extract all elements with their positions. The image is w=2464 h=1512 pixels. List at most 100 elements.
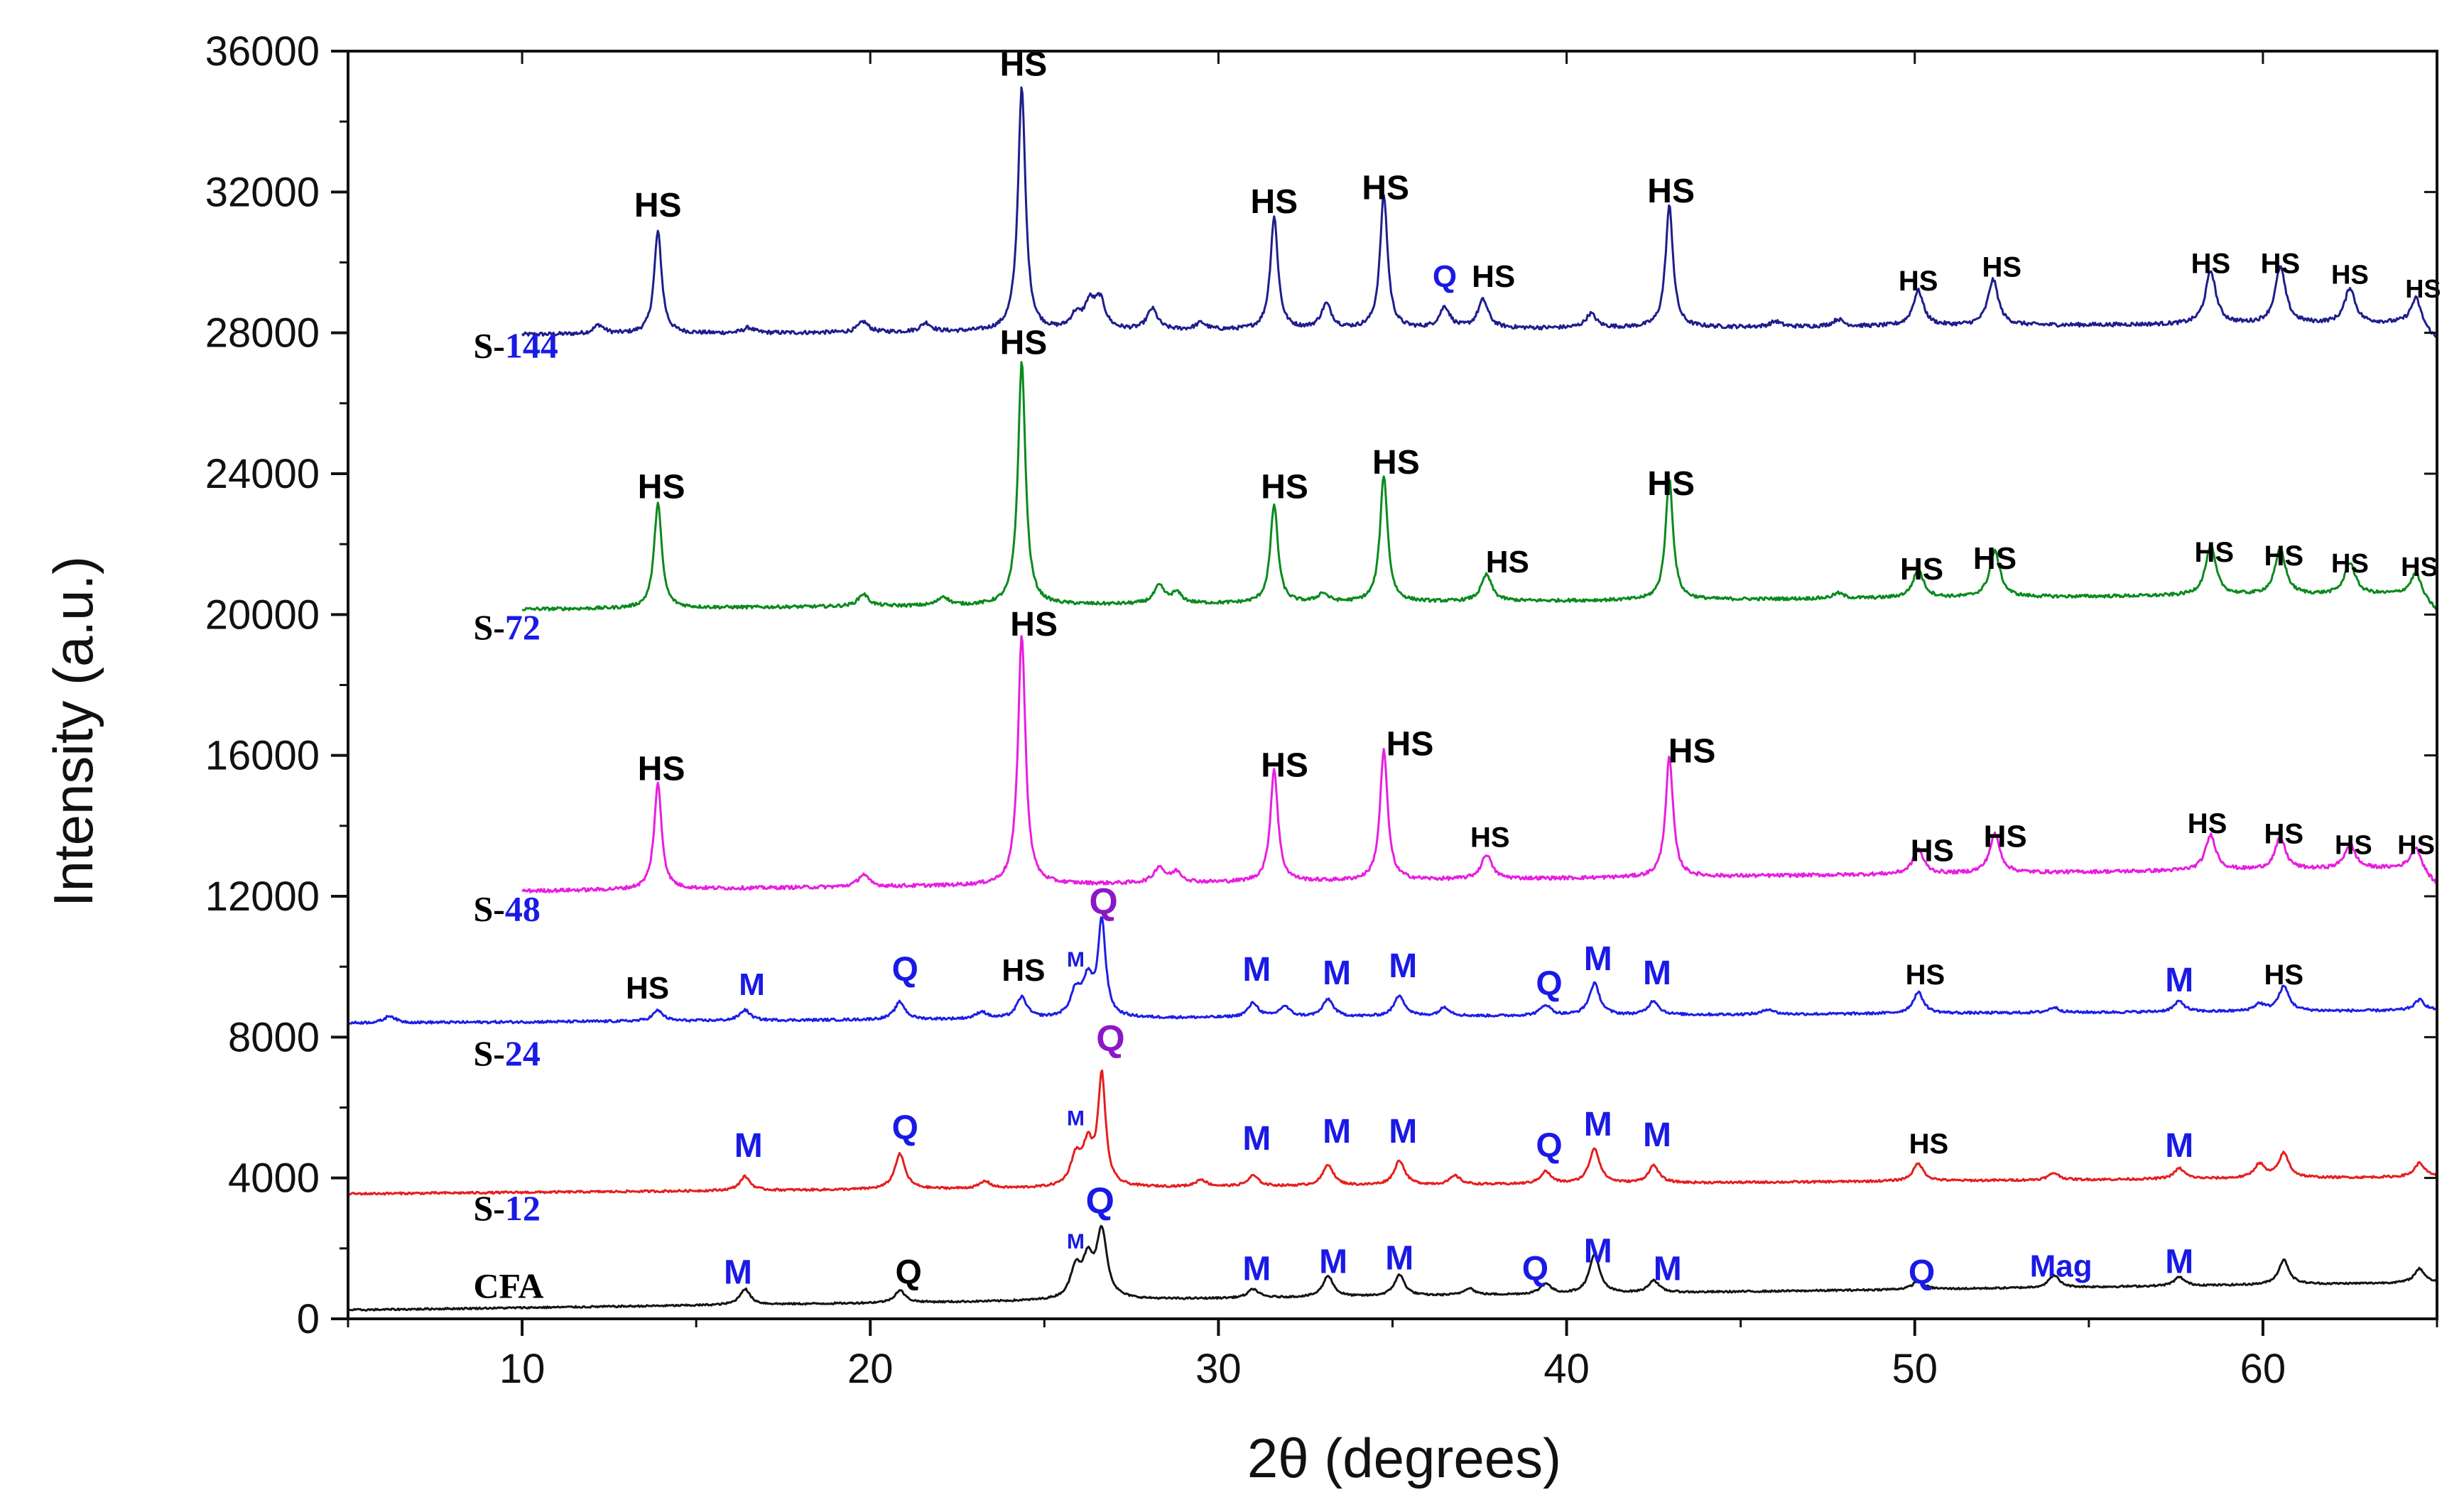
peak-label-s-144-hs: HS: [2405, 274, 2441, 303]
peak-label-s-144-hs: HS: [2331, 260, 2369, 290]
peak-label-s-48-hs: HS: [1010, 606, 1058, 643]
peak-label-cfa-m: M: [1584, 1233, 1612, 1271]
series-label-s-72: S-72: [473, 607, 540, 647]
series-line-cfa: [347, 1224, 2437, 1312]
series-label-s-24: S-24: [473, 1033, 540, 1073]
peak-label-s-12-q: Q: [892, 1109, 918, 1147]
peak-label-s-144-q: Q: [1433, 259, 1457, 294]
peak-label-cfa-m: M: [724, 1253, 752, 1291]
peak-label-s-24-q: Q: [1536, 965, 1562, 1003]
peak-label-s-72-hs: HS: [2401, 553, 2438, 582]
peak-label-s-48-hs: HS: [1984, 820, 2027, 854]
peak-label-s-48-hs: HS: [638, 750, 685, 788]
axes-layer: 0 4000 8000 12000 16000 20000 24000 28000 32000 3…: [205, 28, 2438, 1392]
peak-label-s-144-hs: HS: [634, 187, 682, 224]
peak-label-cfa-q: Q: [1909, 1253, 1935, 1291]
peak-annotations-layer: HS HS HS HS Q HS HS HS HS HS HS HS HS HS HS HS HS HS HS HS H…: [626, 46, 2441, 1292]
peak-label-s-144-hs: HS: [1647, 173, 1695, 210]
peak-label-s-72-hs: HS: [2264, 540, 2304, 572]
peak-label-s-72-hs: HS: [1486, 545, 1529, 580]
peak-label-s-48-hs: HS: [1470, 822, 1510, 854]
y-tick-label: 28000: [205, 310, 320, 357]
peak-label-s-24-hs: HS: [1002, 953, 1045, 988]
peak-label-s-144-hs: HS: [1982, 251, 2022, 283]
series-labels-layer: S-144 S-72 S-48 S-24 S-12 CFA: [473, 325, 558, 1305]
y-tick-label: 36000: [205, 28, 320, 75]
peak-label-s-48-hs: HS: [2188, 808, 2227, 839]
peak-label-cfa-m: M: [2165, 1244, 2193, 1281]
peak-label-cfa-m: M: [1242, 1250, 1271, 1288]
peak-label-s-48-hs: HS: [1668, 733, 1716, 771]
peak-label-s-12-m: M: [1067, 1106, 1085, 1130]
peak-label-s-12-m: M: [2165, 1127, 2193, 1165]
peak-label-s-24-m: M: [1242, 951, 1271, 989]
peak-label-s-24-hs: HS: [626, 971, 669, 1006]
peak-label-s-24-m: M: [739, 967, 765, 1002]
peak-label-s-24-m: M: [1389, 947, 1417, 985]
x-axis-title: 2θ (degrees): [1247, 1427, 1561, 1489]
peak-label-s-144-hs: HS: [1362, 169, 1409, 207]
series-line-s-72: [521, 361, 2437, 611]
series-label-s-48: S-48: [473, 889, 540, 929]
y-tick-label: 8000: [228, 1014, 320, 1060]
series-label-s-144: S-144: [473, 325, 558, 365]
peak-label-s-144-hs: HS: [2261, 248, 2301, 279]
peak-label-s-144-hs: HS: [2191, 248, 2231, 279]
peak-label-s-12-hs: HS: [1909, 1128, 1949, 1160]
peak-label-s-72-hs: HS: [1261, 469, 1308, 506]
peak-label-s-144-hs: HS: [1899, 266, 1938, 297]
peak-label-s-48-hs: HS: [1261, 746, 1308, 784]
peak-label-s-24-hs: HS: [2264, 959, 2304, 991]
x-tick-label: 40: [1543, 1346, 1590, 1392]
peak-label-s-72-hs: HS: [1000, 324, 1048, 361]
y-tick-label: 20000: [205, 592, 320, 638]
peak-label-cfa-mag: Mag: [2030, 1249, 2093, 1284]
peak-label-s-24-m: M: [2165, 962, 2193, 999]
y-tick-label: 16000: [205, 733, 320, 779]
peak-label-s-12-m: M: [1242, 1120, 1271, 1158]
x-tick-label: 20: [847, 1346, 894, 1392]
peak-label-s-12-m: M: [1389, 1113, 1417, 1151]
peak-label-s-48-hs: HS: [1386, 726, 1434, 763]
peak-label-s-24-m: M: [1323, 954, 1351, 992]
y-tick-label: 4000: [228, 1155, 320, 1202]
peak-label-s-12-m: M: [1323, 1113, 1351, 1151]
series-line-s-24: [347, 916, 2438, 1025]
peak-label-s-72-hs: HS: [638, 469, 685, 506]
peak-label-s-24-m: M: [1067, 948, 1085, 972]
peak-label-s-12-m: M: [1643, 1116, 1671, 1154]
peak-label-s-12-q: Q: [1096, 1018, 1124, 1060]
y-axis-title: Intensity (a.u.): [42, 556, 104, 907]
peak-label-s-48-hs: HS: [2397, 831, 2435, 861]
peak-label-s-12-m: M: [1584, 1106, 1612, 1143]
y-tick-label: 0: [297, 1296, 320, 1342]
series-label-s-12: S-12: [473, 1188, 540, 1228]
peak-label-s-72-hs: HS: [1647, 465, 1695, 503]
peak-label-s-24-m: M: [1643, 954, 1671, 992]
y-tick-label: 32000: [205, 169, 320, 215]
peak-label-s-144-hs: HS: [1472, 259, 1515, 294]
peak-label-cfa-q: Q: [1522, 1250, 1548, 1288]
x-tick-label: 10: [499, 1346, 546, 1392]
peak-label-s-72-hs: HS: [1900, 552, 1943, 587]
peak-label-s-48-hs: HS: [1911, 833, 1954, 868]
peak-label-s-72-hs: HS: [1372, 444, 1420, 482]
y-tick-label: 24000: [205, 451, 320, 497]
peak-label-cfa-m: M: [1385, 1240, 1413, 1278]
peak-label-s-24-q: Q: [1089, 881, 1117, 923]
series-line-s-12: [347, 1069, 2438, 1196]
peak-label-cfa-q: Q: [1086, 1180, 1114, 1222]
series-line-s-48: [521, 635, 2438, 893]
peak-label-s-12-q: Q: [1536, 1127, 1562, 1165]
peak-label-s-144-hs: HS: [1250, 183, 1298, 221]
peak-label-cfa-m: M: [1319, 1244, 1347, 1281]
peak-label-s-72-hs: HS: [2331, 549, 2369, 579]
y-tick-label: 12000: [205, 874, 320, 920]
x-tick-label: 30: [1195, 1346, 1242, 1392]
x-tick-label: 60: [2240, 1346, 2286, 1392]
series-layer: [347, 86, 2438, 1312]
series-line-s-144: [521, 86, 2438, 339]
peak-label-cfa-m: M: [1654, 1250, 1682, 1288]
peak-label-s-48-hs: HS: [2335, 831, 2372, 861]
peak-label-s-72-hs: HS: [1973, 541, 2017, 576]
